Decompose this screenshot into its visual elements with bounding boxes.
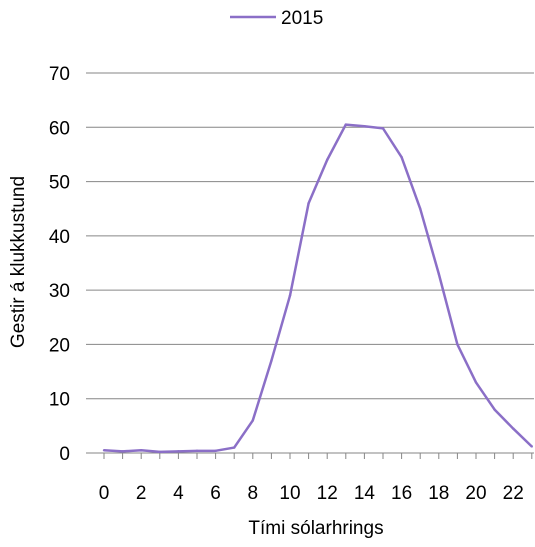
data-point-2015-19 (456, 343, 459, 346)
data-point-2015-17 (419, 207, 422, 210)
y-tick-label-40: 40 (49, 227, 70, 248)
data-point-2015-13 (344, 123, 347, 126)
x-tick-label-4: 4 (173, 483, 184, 504)
x-axis-title: Tími sólarhrings (248, 518, 383, 539)
x-tick-label-12: 12 (317, 483, 338, 504)
y-tick-label-70: 70 (49, 64, 70, 85)
y-tick-label-60: 60 (49, 118, 70, 139)
x-tick-label-10: 10 (279, 483, 300, 504)
data-point-2015-22 (512, 427, 515, 430)
y-tick-labels: 0 10 20 30 40 50 60 70 (49, 64, 70, 465)
x-tick-labels: 0 2 4 6 8 10 12 14 16 18 20 22 (99, 483, 524, 504)
data-point-2015-0 (102, 449, 106, 452)
x-tick-label-14: 14 (354, 483, 376, 504)
x-axis (86, 452, 534, 459)
data-point-2015-15 (381, 127, 385, 130)
data-point-2015-6 (214, 449, 217, 453)
series-lines (102, 123, 533, 454)
data-point-2015-23 (530, 445, 533, 448)
x-tick-label-0: 0 (99, 483, 110, 504)
x-tick-label-6: 6 (210, 483, 221, 504)
x-tick-label-22: 22 (503, 483, 524, 504)
data-point-2015-12 (326, 158, 329, 162)
x-tick-label-2: 2 (136, 483, 147, 504)
data-point-2015-16 (400, 155, 403, 159)
data-point-2015-11 (307, 202, 310, 205)
y-tick-label-30: 30 (49, 281, 70, 302)
y-tick-label-50: 50 (49, 173, 70, 194)
y-axis-title: Gestir á klukkustund (8, 176, 29, 348)
series-line-2015 (103, 123, 533, 454)
data-point-2015-10 (288, 294, 292, 297)
data-point-2015-7 (233, 446, 236, 449)
data-point-2015-2 (140, 449, 143, 452)
data-point-2015-3 (158, 450, 161, 454)
data-point-2015-20 (474, 381, 478, 384)
x-tick-label-8: 8 (248, 483, 259, 504)
data-point-2015-5 (195, 449, 199, 453)
y-tick-label-20: 20 (49, 335, 70, 356)
data-point-2015-14 (363, 125, 366, 128)
data-point-2015-8 (251, 419, 254, 422)
x-tick-label-18: 18 (428, 483, 449, 504)
data-point-2015-18 (437, 272, 440, 276)
data-point-2015-21 (493, 408, 496, 411)
x-tick-label-20: 20 (465, 483, 486, 504)
x-tick-label-16: 16 (391, 483, 412, 504)
data-point-2015-9 (270, 359, 273, 362)
gridlines (86, 72, 534, 400)
y-tick-label-10: 10 (49, 390, 70, 411)
data-point-2015-1 (121, 450, 124, 453)
legend: 2015 (230, 8, 323, 29)
legend-label-2015: 2015 (281, 8, 323, 29)
y-tick-label-0: 0 (59, 444, 70, 465)
data-point-2015-4 (177, 450, 180, 453)
